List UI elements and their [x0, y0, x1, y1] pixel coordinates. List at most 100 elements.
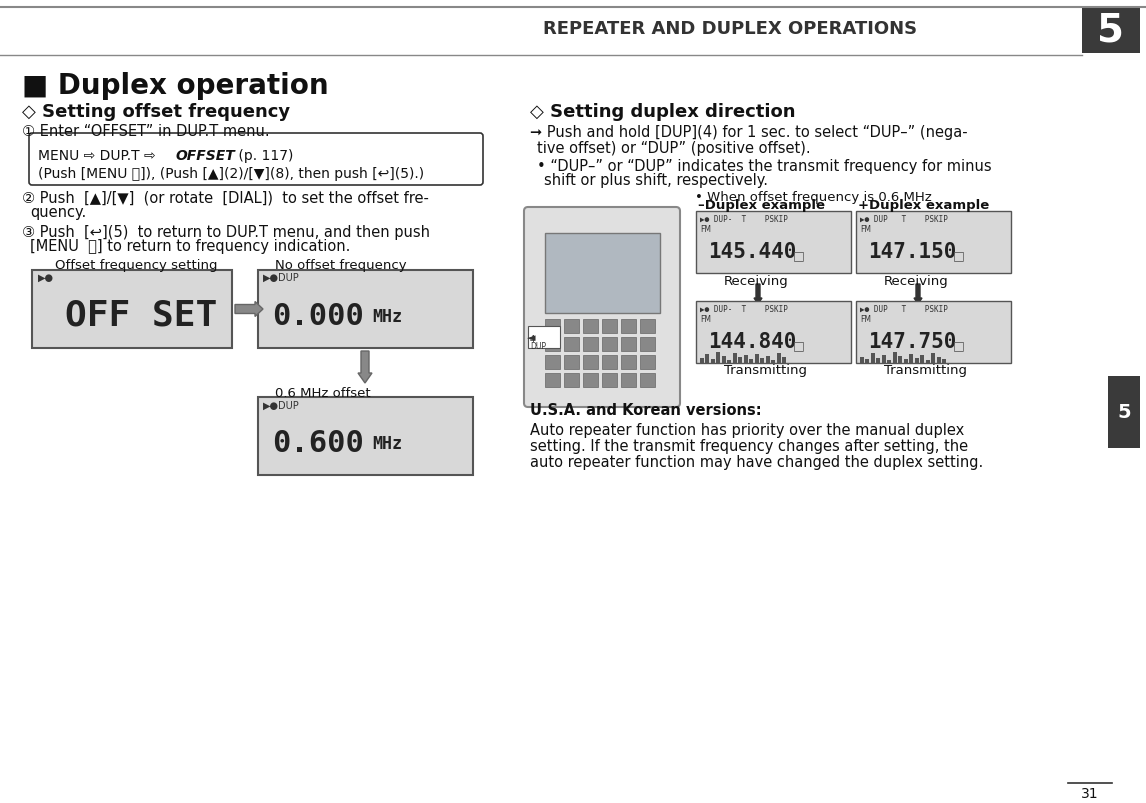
FancyBboxPatch shape [524, 208, 680, 407]
Text: Auto repeater function has priority over the manual duplex: Auto repeater function has priority over… [529, 423, 964, 438]
FancyBboxPatch shape [583, 356, 598, 369]
Text: FM: FM [860, 315, 871, 324]
Text: □: □ [793, 249, 804, 262]
FancyBboxPatch shape [621, 373, 636, 388]
Text: Receiving: Receiving [884, 275, 949, 288]
Text: ■ Duplex operation: ■ Duplex operation [22, 72, 329, 100]
Text: Transmitting: Transmitting [884, 364, 967, 377]
FancyBboxPatch shape [258, 271, 473, 349]
FancyBboxPatch shape [545, 373, 560, 388]
Text: ① Enter “OFFSET” in DUP.T menu.: ① Enter “OFFSET” in DUP.T menu. [22, 124, 269, 140]
Text: quency.: quency. [30, 204, 86, 219]
Text: ▶● DUP-  T    PSKIP: ▶● DUP- T PSKIP [700, 214, 787, 223]
Bar [926, 361, 931, 364]
FancyBboxPatch shape [696, 212, 851, 274]
Text: OFF SET: OFF SET [65, 299, 218, 332]
FancyBboxPatch shape [1082, 8, 1140, 54]
FancyBboxPatch shape [545, 337, 560, 352]
Bar [755, 355, 759, 364]
Text: 0.600: 0.600 [272, 429, 364, 458]
Text: [MENU  ⚿] to return to frequency indication.: [MENU ⚿] to return to frequency indicati… [30, 239, 351, 255]
Text: 4: 4 [529, 335, 535, 344]
Bar [766, 357, 770, 364]
Text: auto repeater function may have changed the duplex setting.: auto repeater function may have changed … [529, 455, 983, 470]
Bar [761, 359, 764, 364]
Text: 5: 5 [1117, 403, 1131, 422]
Text: ▶● DUP-  T    PSKIP: ▶● DUP- T PSKIP [700, 304, 787, 313]
FancyBboxPatch shape [583, 373, 598, 388]
FancyBboxPatch shape [696, 302, 851, 364]
Bar [942, 360, 947, 364]
Text: ▶●: ▶● [262, 401, 278, 410]
Text: ◇ Setting duplex direction: ◇ Setting duplex direction [529, 103, 795, 120]
FancyBboxPatch shape [602, 373, 617, 388]
Text: • “DUP–” or “DUP” indicates the transmit frequency for minus: • “DUP–” or “DUP” indicates the transmit… [537, 158, 991, 173]
Bar [877, 359, 880, 364]
FancyArrow shape [358, 352, 372, 384]
Bar [733, 353, 737, 364]
FancyBboxPatch shape [564, 356, 579, 369]
Text: MENU ⇨ DUP.T ⇨: MENU ⇨ DUP.T ⇨ [38, 149, 160, 163]
Text: ▶●: ▶● [262, 273, 278, 283]
Text: REPEATER AND DUPLEX OPERATIONS: REPEATER AND DUPLEX OPERATIONS [543, 20, 917, 38]
Bar [871, 353, 876, 364]
Text: ◇ Setting offset frequency: ◇ Setting offset frequency [22, 103, 290, 120]
Text: □: □ [793, 339, 804, 352]
Bar [910, 355, 913, 364]
Text: (p. 117): (p. 117) [234, 149, 293, 163]
FancyBboxPatch shape [602, 337, 617, 352]
Text: U.S.A. and Korean versions:: U.S.A. and Korean versions: [529, 403, 762, 418]
Bar [777, 353, 782, 364]
FancyBboxPatch shape [564, 337, 579, 352]
Text: □: □ [953, 249, 965, 262]
Bar [722, 357, 727, 364]
Bar [882, 356, 886, 364]
Text: 147.150: 147.150 [868, 242, 957, 262]
Text: MHz: MHz [372, 434, 402, 452]
Text: –Duplex example: –Duplex example [698, 199, 825, 212]
Bar [898, 357, 903, 364]
FancyBboxPatch shape [639, 337, 656, 352]
Text: 145.440: 145.440 [708, 242, 796, 262]
Text: DUP: DUP [278, 273, 299, 283]
FancyBboxPatch shape [545, 234, 660, 314]
FancyBboxPatch shape [621, 320, 636, 333]
FancyArrow shape [754, 284, 762, 304]
Text: +Duplex example: +Duplex example [858, 199, 989, 212]
FancyBboxPatch shape [528, 327, 560, 349]
FancyBboxPatch shape [856, 302, 1011, 364]
Text: setting. If the transmit frequency changes after setting, the: setting. If the transmit frequency chang… [529, 439, 968, 454]
Text: FM: FM [700, 225, 711, 234]
Text: Receiving: Receiving [724, 275, 788, 288]
Text: No offset frequency: No offset frequency [275, 259, 407, 272]
Text: Transmitting: Transmitting [724, 364, 807, 377]
FancyBboxPatch shape [545, 356, 560, 369]
FancyBboxPatch shape [564, 320, 579, 333]
Bar [865, 360, 870, 364]
FancyArrow shape [235, 302, 262, 317]
FancyBboxPatch shape [621, 356, 636, 369]
FancyBboxPatch shape [602, 356, 617, 369]
Bar [711, 360, 715, 364]
Text: 144.840: 144.840 [708, 332, 796, 352]
Text: ◄: ◄ [527, 332, 535, 343]
Text: 5: 5 [1098, 12, 1124, 50]
Bar [937, 357, 941, 364]
Bar [860, 357, 864, 364]
Text: ▶● DUP   T    PSKIP: ▶● DUP T PSKIP [860, 214, 948, 223]
FancyBboxPatch shape [32, 271, 231, 349]
Bar [915, 359, 919, 364]
Text: 31: 31 [1081, 786, 1099, 800]
Bar [771, 361, 776, 364]
Text: OFFSET: OFFSET [176, 149, 236, 163]
Bar [893, 353, 897, 364]
FancyBboxPatch shape [545, 320, 560, 333]
Text: 0.6 MHz offset: 0.6 MHz offset [275, 387, 370, 400]
Text: ▶● DUP   T    PSKIP: ▶● DUP T PSKIP [860, 304, 948, 313]
Bar [887, 361, 892, 364]
Text: DUP: DUP [278, 401, 299, 410]
Text: □: □ [953, 339, 965, 352]
Text: shift or plus shift, respectively.: shift or plus shift, respectively. [544, 173, 768, 188]
FancyBboxPatch shape [583, 320, 598, 333]
Text: 0.000: 0.000 [272, 302, 364, 331]
